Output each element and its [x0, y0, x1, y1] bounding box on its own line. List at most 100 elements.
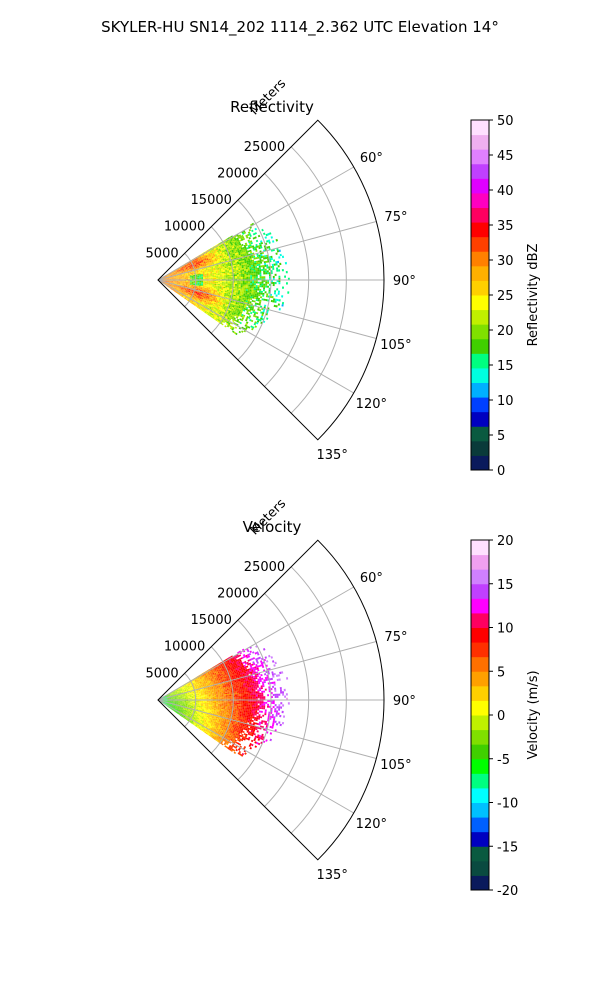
- data-gate: [212, 285, 215, 287]
- data-gate: [176, 709, 178, 711]
- data-gate: [272, 284, 275, 287]
- data-gate: [243, 292, 246, 294]
- data-gate: [176, 282, 179, 284]
- data-gate: [180, 688, 183, 690]
- data-gate: [186, 283, 188, 284]
- data-gate: [264, 262, 267, 266]
- data-gate: [222, 259, 225, 262]
- data-gate: [246, 252, 249, 255]
- data-gate: [276, 269, 279, 272]
- azimuth-tick-label: 105°: [380, 338, 411, 353]
- data-gate: [227, 275, 230, 277]
- data-gate: [198, 287, 201, 289]
- data-gate: [187, 286, 190, 288]
- data-gate: [254, 295, 257, 298]
- data-gate: [258, 267, 261, 270]
- data-gate: [197, 273, 199, 275]
- data-gate: [187, 285, 190, 287]
- data-gate: [223, 302, 226, 305]
- data-gate: [173, 692, 176, 694]
- data-gate: [179, 294, 182, 297]
- data-gate: [235, 275, 238, 278]
- data-gate: [237, 265, 240, 268]
- data-gate: [173, 286, 176, 288]
- data-gate: [244, 269, 246, 271]
- data-gate: [240, 305, 243, 308]
- data-gate: [184, 281, 187, 282]
- data-gate: [169, 697, 171, 698]
- data-gate: [210, 275, 213, 277]
- data-gate: [175, 693, 178, 695]
- data-gate: [242, 274, 245, 276]
- data-gate: [193, 281, 196, 282]
- data-gate: [229, 327, 233, 330]
- data-gate: [266, 266, 269, 269]
- data-gate: [250, 294, 253, 297]
- colorbar-segment: [471, 455, 489, 471]
- data-gate: [179, 692, 182, 694]
- data-gate: [204, 257, 207, 260]
- data-gate: [279, 262, 282, 266]
- data-gate: [194, 298, 197, 300]
- data-gate: [204, 270, 207, 272]
- data-gate: [199, 277, 202, 278]
- data-gate: [183, 266, 186, 268]
- data-gate: [201, 268, 204, 270]
- data-gate: [251, 256, 254, 259]
- data-gate: [191, 284, 194, 286]
- data-gate: [180, 695, 183, 697]
- data-gate: [221, 307, 224, 310]
- data-gate: [173, 693, 176, 695]
- data-gate: [170, 284, 173, 286]
- data-gate: [188, 698, 190, 699]
- data-gate: [248, 242, 252, 245]
- data-gate: [236, 286, 239, 289]
- data-gate: [218, 252, 221, 255]
- data-gate: [201, 256, 204, 259]
- data-gate: [174, 701, 177, 702]
- data-gate: [240, 274, 243, 276]
- data-gate: [258, 292, 261, 295]
- data-gate: [199, 292, 202, 294]
- data-gate: [255, 269, 258, 272]
- data-gate: [184, 293, 187, 295]
- data-gate: [170, 708, 173, 710]
- data-gate: [169, 706, 172, 708]
- data-gate: [246, 260, 249, 263]
- data-gate: [247, 291, 250, 293]
- data-gate: [190, 265, 193, 267]
- data-gate: [240, 281, 243, 283]
- data-gate: [244, 253, 247, 256]
- data-gate: [161, 277, 164, 279]
- data-gate: [166, 275, 169, 277]
- data-gate: [224, 259, 227, 261]
- data-gate: [177, 271, 179, 273]
- data-gate: [241, 290, 244, 293]
- data-gate: [182, 265, 185, 268]
- data-gate: [226, 239, 229, 242]
- data-gate: [255, 276, 258, 279]
- data-gate: [238, 248, 242, 251]
- data-gate: [278, 275, 281, 278]
- data-gate: [189, 282, 192, 284]
- data-gate: [210, 249, 213, 252]
- data-gate: [239, 308, 242, 311]
- data-gate: [238, 246, 241, 249]
- data-gate: [176, 269, 179, 271]
- data-gate: [200, 271, 203, 273]
- data-gate: [226, 251, 229, 254]
- data-gate: [251, 286, 254, 289]
- data-gate: [197, 257, 200, 259]
- data-gate: [178, 709, 181, 711]
- data-gate: [189, 283, 192, 285]
- data-gate: [229, 285, 232, 287]
- data-gate: [242, 285, 245, 288]
- data-gate: [186, 264, 189, 266]
- data-gate: [254, 227, 257, 231]
- data-gate: [166, 703, 169, 705]
- data-gate: [178, 288, 181, 290]
- data-gate: [176, 288, 179, 290]
- data-gate: [171, 272, 174, 274]
- data-gate: [174, 282, 177, 283]
- data-gate: [172, 289, 174, 291]
